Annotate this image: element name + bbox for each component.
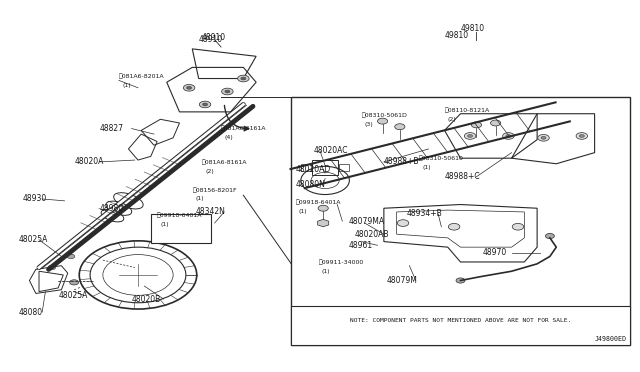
Text: (1): (1) (195, 196, 204, 202)
Text: 48988+B: 48988+B (384, 157, 419, 166)
Text: Ⓑ08110-8121A: Ⓑ08110-8121A (445, 107, 490, 113)
Text: 48080: 48080 (19, 308, 43, 317)
Circle shape (471, 122, 481, 128)
Text: Ⓡ09918-6401A: Ⓡ09918-6401A (296, 200, 341, 205)
Text: (4): (4) (224, 135, 233, 140)
Circle shape (541, 137, 546, 139)
Text: 48342N: 48342N (195, 208, 225, 217)
Circle shape (202, 103, 207, 106)
Text: 48020AB: 48020AB (355, 230, 390, 239)
Text: Ⓢ08310-50610: Ⓢ08310-50610 (419, 155, 464, 161)
Text: (1): (1) (422, 165, 431, 170)
Text: NOTE: COMPONENT PARTS NOT MENTIONED ABOVE ARE NOT FOR SALE.: NOTE: COMPONENT PARTS NOT MENTIONED ABOV… (350, 318, 571, 323)
Circle shape (538, 135, 549, 141)
Circle shape (545, 234, 554, 238)
Text: 49810: 49810 (461, 24, 484, 33)
Text: 48910: 48910 (198, 35, 223, 44)
Text: (2): (2) (448, 117, 456, 122)
Text: (1): (1) (122, 83, 131, 89)
Circle shape (576, 133, 588, 139)
Text: (1): (1) (299, 209, 308, 214)
Circle shape (465, 133, 476, 139)
Text: (2): (2) (205, 169, 214, 174)
Bar (312, 160, 338, 175)
Bar (291, 307, 630, 345)
Circle shape (456, 278, 465, 283)
Circle shape (225, 90, 230, 93)
Text: 48988+C: 48988+C (445, 172, 480, 181)
Circle shape (221, 88, 233, 95)
Bar (301, 164, 311, 171)
Circle shape (237, 75, 249, 82)
Circle shape (48, 265, 56, 270)
Text: Ⓝ09911-34000: Ⓝ09911-34000 (319, 259, 364, 265)
Circle shape (490, 120, 500, 126)
Circle shape (183, 84, 195, 91)
Bar (151, 214, 211, 243)
Circle shape (397, 220, 409, 227)
Circle shape (512, 224, 524, 230)
Text: 48079MA: 48079MA (349, 217, 385, 226)
Text: 48020AC: 48020AC (314, 146, 348, 155)
Text: 48025A: 48025A (58, 291, 88, 300)
Text: Ⓑ081A6-8161A: Ⓑ081A6-8161A (202, 159, 247, 165)
Bar (339, 164, 349, 171)
Text: Ⓢ08310-5061D: Ⓢ08310-5061D (362, 113, 408, 118)
Circle shape (395, 124, 405, 130)
Text: 48980: 48980 (100, 204, 124, 213)
Text: 48079M: 48079M (387, 276, 418, 285)
Text: 48970: 48970 (483, 248, 507, 257)
Text: 48934+B: 48934+B (406, 209, 442, 218)
Polygon shape (291, 102, 570, 188)
Circle shape (199, 101, 211, 108)
Text: (3): (3) (365, 122, 374, 127)
Circle shape (67, 254, 75, 259)
Text: 48020B: 48020B (132, 295, 161, 304)
Text: Ⓝ09918-6401A: Ⓝ09918-6401A (157, 213, 203, 218)
Text: Ⓑ081A6-6161A: Ⓑ081A6-6161A (221, 126, 266, 131)
Text: (1): (1) (322, 269, 330, 274)
Text: 48930: 48930 (23, 195, 47, 203)
Circle shape (506, 135, 511, 137)
Circle shape (241, 77, 246, 80)
Circle shape (502, 133, 514, 139)
Text: Ⓑ081A6-8201A: Ⓑ081A6-8201A (119, 74, 164, 80)
Circle shape (579, 135, 584, 137)
Circle shape (467, 135, 472, 137)
Text: 48827: 48827 (100, 124, 124, 133)
Text: 48020AD: 48020AD (296, 165, 331, 174)
Circle shape (378, 118, 388, 124)
Text: 48910: 48910 (202, 33, 226, 42)
Text: 49810: 49810 (445, 31, 468, 41)
Circle shape (318, 205, 328, 211)
Circle shape (449, 224, 460, 230)
Text: Ⓑ08156-8201F: Ⓑ08156-8201F (192, 187, 237, 192)
Circle shape (186, 86, 191, 89)
Text: 48020A: 48020A (74, 157, 104, 166)
Text: 48025A: 48025A (19, 235, 48, 244)
Text: (1): (1) (161, 222, 169, 227)
Bar (291, 97, 630, 345)
Text: 48961: 48961 (349, 241, 373, 250)
Text: 48080N: 48080N (296, 180, 326, 189)
Circle shape (70, 280, 79, 285)
Text: J49800ED: J49800ED (595, 336, 627, 342)
